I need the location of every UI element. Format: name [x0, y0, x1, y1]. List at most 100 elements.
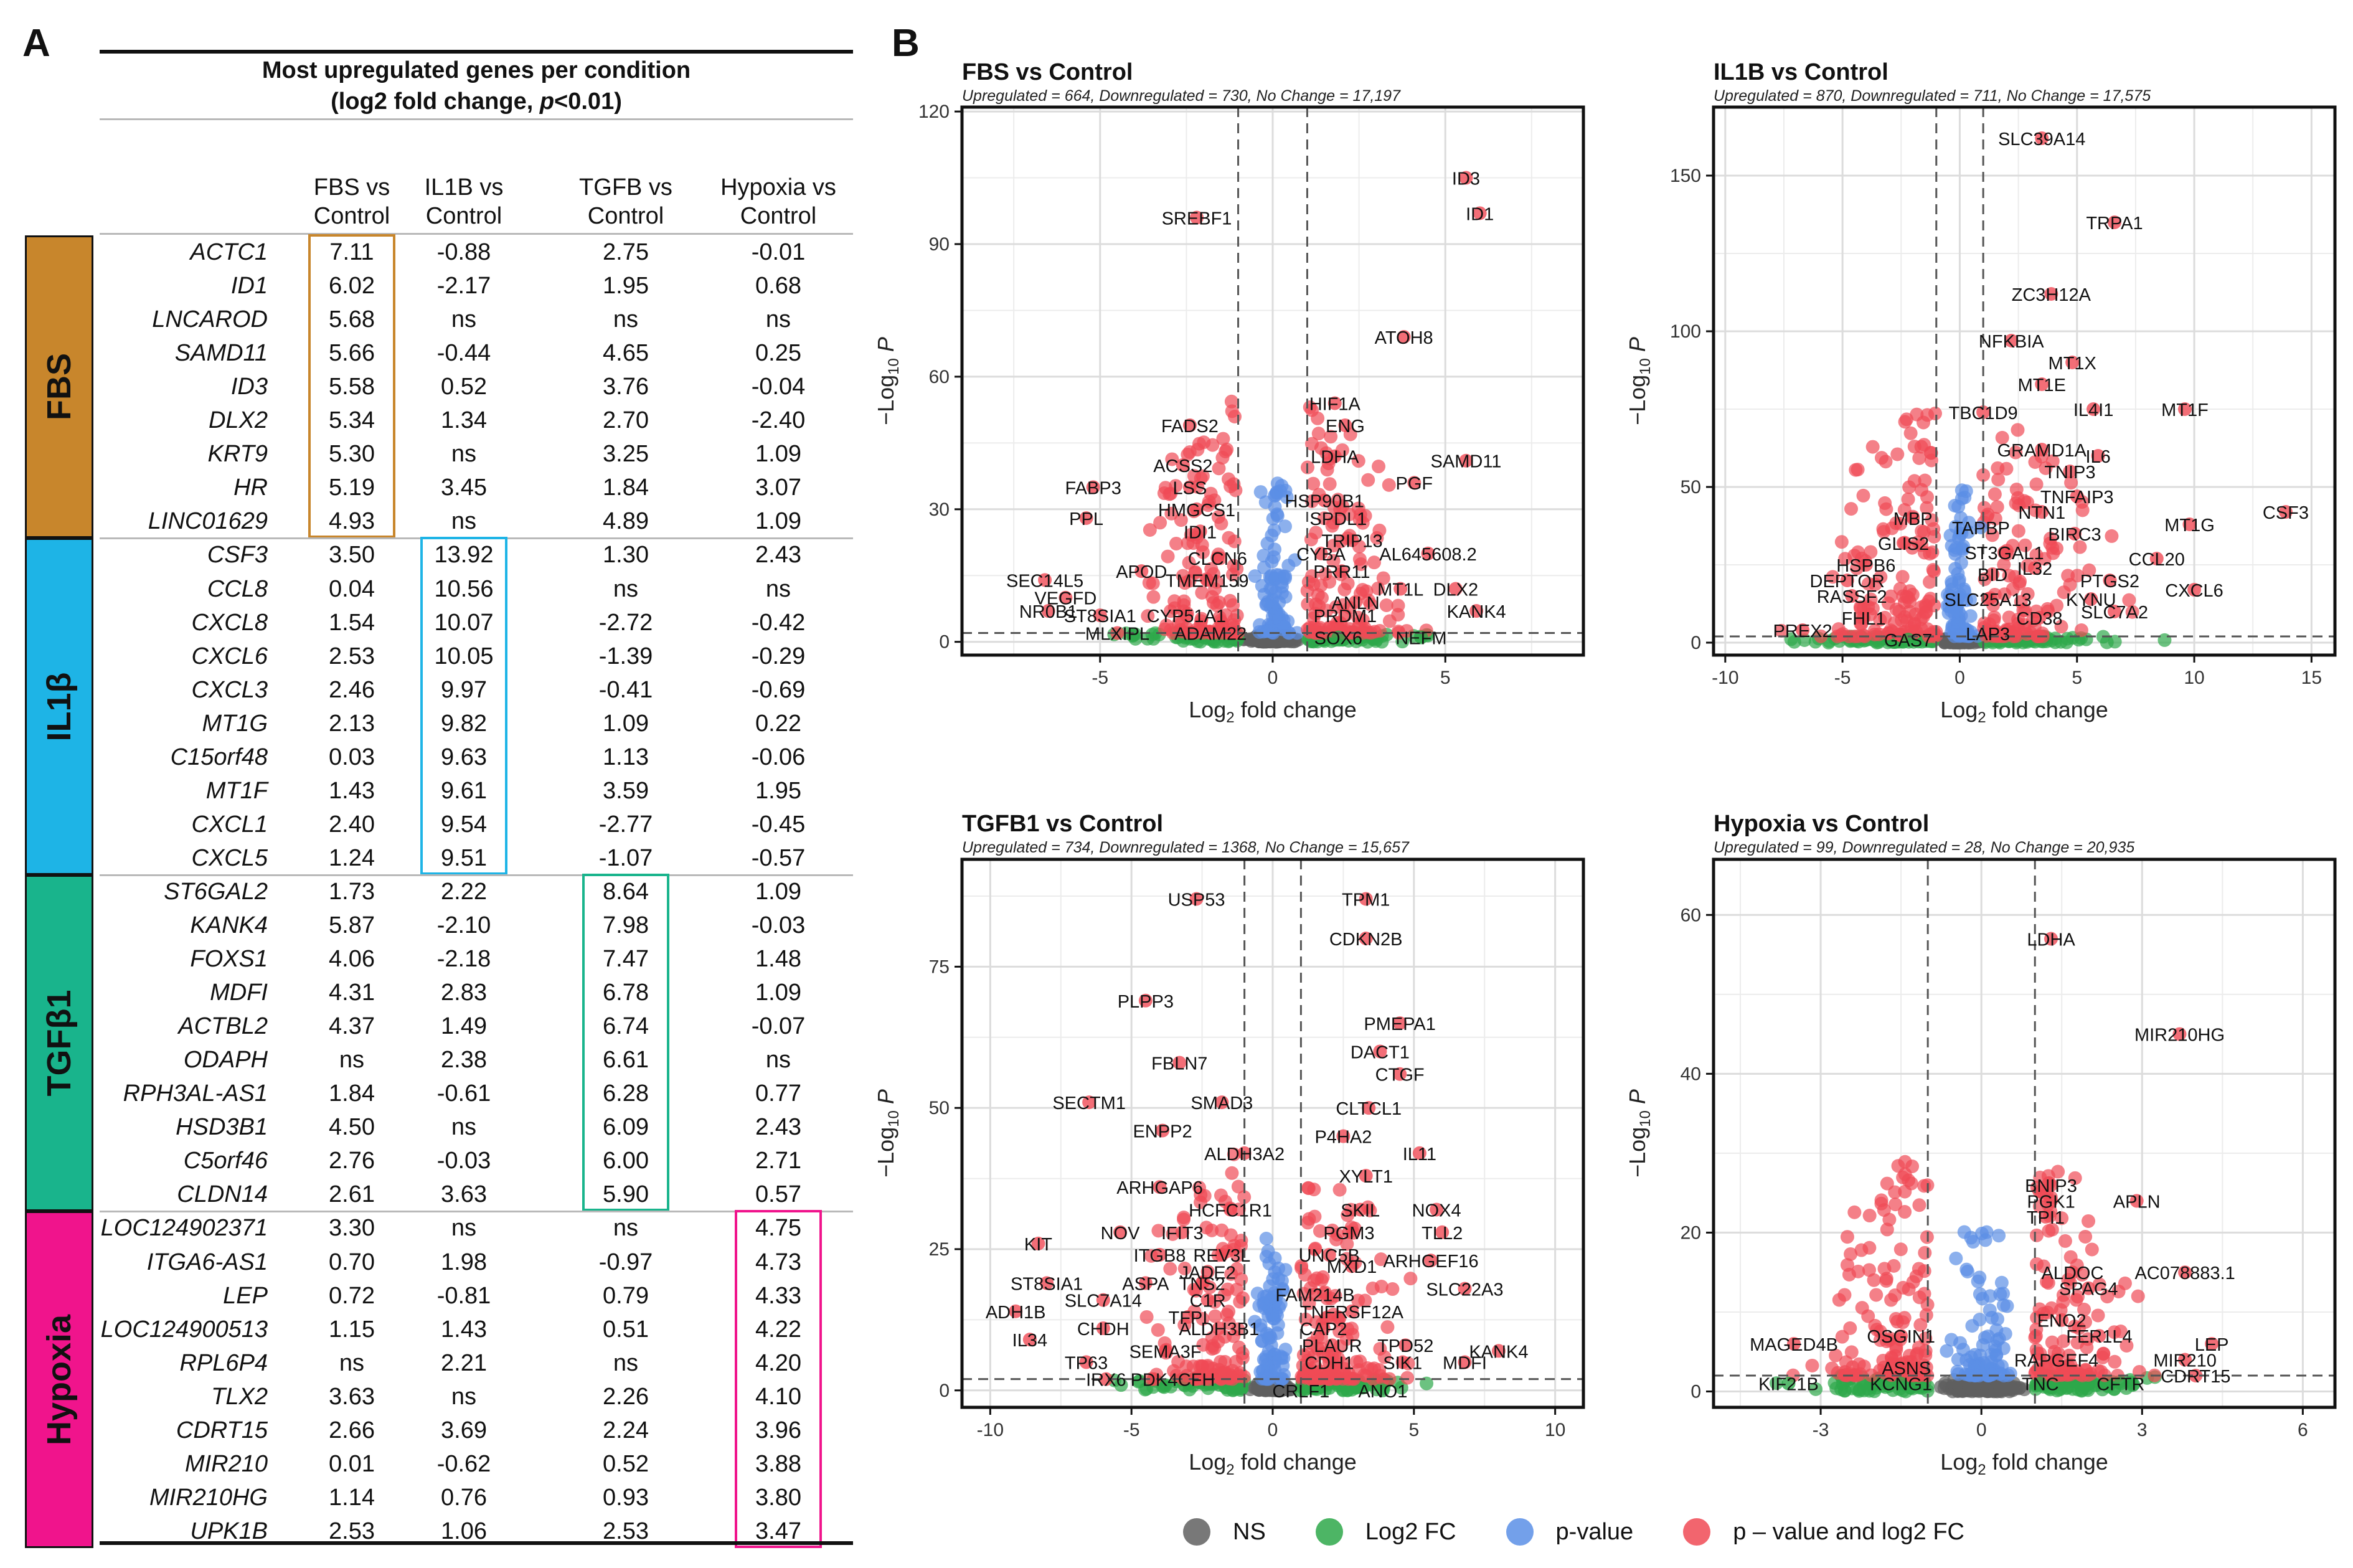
labeled-point: [1997, 545, 2011, 559]
volcano-plot: IL1B vs Control Upregulated = 870, Downre…: [1624, 59, 2337, 726]
table-cell: -0.01: [751, 239, 806, 265]
y-axis-label: −Log10 P: [1624, 1089, 1654, 1178]
table-cell: 2.70: [603, 407, 649, 434]
table-cell: 4.89: [603, 508, 649, 535]
gene-name: LOC124900513: [100, 1316, 268, 1343]
data-point: [2078, 1229, 2093, 1244]
data-point: [1361, 473, 1375, 487]
data-point: [1359, 584, 1374, 598]
labeled-point: [2004, 334, 2019, 347]
table-cell: ns: [339, 1349, 365, 1376]
data-point: [1913, 1318, 1928, 1332]
gene-name: RPH3AL-AS1: [123, 1080, 268, 1107]
table-cell: ns: [451, 1383, 477, 1410]
legend: NS Log2 FC p-value p – value and log2 FC: [1183, 1507, 2014, 1557]
gene-label: MT1L: [1377, 580, 1423, 600]
table-cell: -0.45: [751, 811, 806, 838]
labeled-point: [1147, 1372, 1161, 1386]
gene-label: TNFAIP3: [2040, 488, 2114, 508]
y-tick-label: 50: [929, 1098, 950, 1118]
labeled-point: [1781, 1376, 1796, 1391]
table-cell: 3.59: [603, 777, 649, 804]
data-point: [1926, 563, 1940, 577]
labeled-point: [1322, 1355, 1336, 1369]
table-title-line1: Most upregulated genes per condition: [262, 57, 691, 83]
gene-label: DEPTOR: [1810, 572, 1885, 592]
gene-label: MIR210HG: [2134, 1026, 2225, 1046]
labeled-point: [1182, 418, 1197, 432]
labeled-point: [1113, 1225, 1128, 1239]
labeled-point: [1448, 582, 1463, 596]
data-point: [1222, 472, 1236, 486]
gene-label: ASNS: [1882, 1359, 1931, 1379]
data-point: [1169, 536, 1184, 550]
data-point: [1151, 1323, 1165, 1337]
labeled-point: [1421, 546, 1435, 560]
y-tick-label: 0: [939, 1381, 950, 1401]
labeled-point: [2107, 605, 2121, 618]
gene-label: UNC5B: [1299, 1246, 1360, 1266]
labeled-point: [1424, 1254, 1438, 1268]
data-point: [1382, 614, 1397, 628]
labeled-point: [1099, 1372, 1113, 1386]
labeled-point: [1327, 396, 1342, 410]
labeled-point: [1336, 1129, 1351, 1143]
data-point: [1194, 471, 1208, 486]
y-axis-label: −Log10 P: [873, 337, 902, 425]
data-point: [2009, 445, 2023, 460]
labeled-point: [1840, 574, 1854, 587]
gene-label: SIK1: [1383, 1353, 1422, 1373]
gene-label: FADS2: [1161, 417, 1219, 437]
table-cell: -0.29: [751, 643, 806, 669]
legend-label: NS: [1233, 1518, 1266, 1545]
gene-label: FABP3: [1065, 478, 1121, 498]
gene-label: CLCN6: [1188, 549, 1247, 569]
labeled-point: [1190, 502, 1204, 516]
labeled-point: [1857, 611, 1871, 625]
table-cell: 3.45: [441, 475, 487, 501]
labeled-point: [1134, 564, 1149, 579]
data-point: [1923, 592, 1938, 606]
data-point: [1281, 559, 1296, 573]
labeled-point: [1375, 1383, 1390, 1397]
data-point: [1163, 1262, 1177, 1276]
labeled-point: [2044, 932, 2058, 946]
table-cell: 0.93: [603, 1484, 649, 1511]
data-point: [1917, 525, 1931, 539]
gene-name: FOXS1: [190, 946, 268, 973]
table-cell: 2.22: [441, 878, 487, 905]
table-cell: ns: [765, 1047, 791, 1074]
gene-name: LINC01629: [148, 508, 268, 535]
data-point: [1883, 1331, 1897, 1346]
data-point: [1326, 554, 1341, 568]
data-point: [1835, 1329, 1849, 1344]
data-point: [1840, 1230, 1854, 1244]
column-header-line2: Control: [425, 203, 502, 229]
column-header: IL1B vs Control: [395, 173, 532, 230]
gene-label: SECTM1: [1052, 1093, 1126, 1113]
labeled-point: [1334, 564, 1349, 579]
labeled-point: [2149, 552, 2164, 565]
labeled-point: [1430, 1202, 1444, 1217]
data-point: [1372, 523, 1387, 537]
data-point: [2057, 1334, 2071, 1348]
table-cell: 1.54: [329, 609, 375, 636]
table-cell: 0.03: [329, 744, 375, 770]
column-header-line2: Control: [313, 203, 390, 229]
table-cell: 1.13: [603, 744, 649, 770]
data-point: [1769, 1376, 1783, 1391]
gene-label: SKIL: [1341, 1201, 1380, 1221]
table-cell: -0.04: [751, 374, 806, 400]
data-point: [1829, 1381, 1844, 1396]
data-point: [1889, 1363, 1903, 1377]
labeled-point: [1158, 1344, 1172, 1358]
gene-name: CDRT15: [176, 1417, 268, 1443]
data-point: [2068, 1171, 2082, 1185]
table-cell: 3.96: [755, 1417, 801, 1443]
data-point: [2020, 495, 2034, 509]
gene-label: ENPP2: [1133, 1122, 1192, 1141]
data-point: [1966, 1235, 1980, 1249]
gene-label: NTN1: [2018, 503, 2065, 523]
column-header-line2: Control: [587, 203, 664, 229]
table-cell: ns: [339, 1047, 365, 1074]
